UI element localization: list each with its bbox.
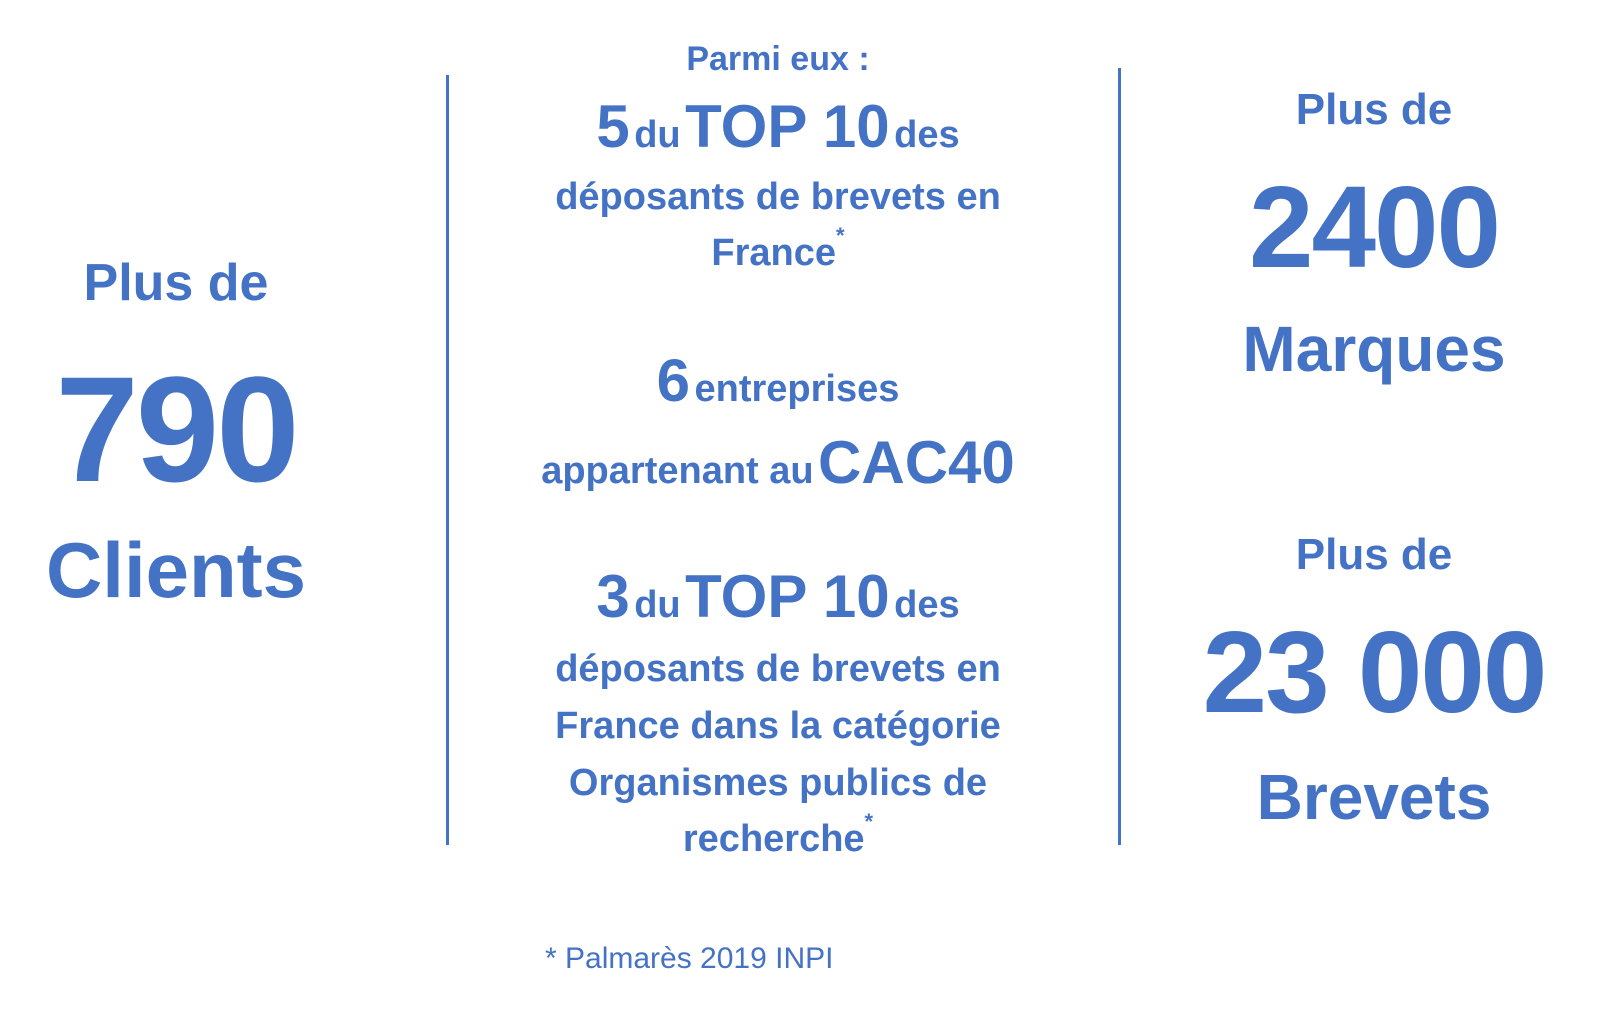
research-line2: déposants de brevets en <box>555 648 1001 690</box>
top10-depositors-des: des <box>894 114 960 156</box>
research-des: des <box>894 584 960 626</box>
clients-prefix: Plus de <box>83 254 269 312</box>
research-count: 3 <box>596 563 630 630</box>
marques-label: Marques <box>1242 313 1506 385</box>
cac40-appartenant: appartenant au <box>541 450 814 492</box>
top10-depositors-line3: France* <box>711 223 844 275</box>
top10-depositors-count: 5 <box>596 93 630 160</box>
research-du: du <box>634 584 681 626</box>
footnote-marker: * <box>864 809 874 834</box>
top10-depositors-du: du <box>634 114 681 156</box>
marques-prefix: Plus de <box>1295 85 1453 134</box>
cac40-index: CAC40 <box>818 429 1015 496</box>
marques-count: 2400 <box>1248 162 1501 292</box>
cac40-line2: appartenant au CAC40 <box>541 428 1015 497</box>
research-headline: 3 du TOP 10 des <box>596 562 959 631</box>
research-line5: recherche* <box>682 809 873 861</box>
cac40-headline: 6 entreprises <box>657 346 900 415</box>
top10-depositors-line2: déposants de brevets en <box>555 176 1001 218</box>
brevets-label: Brevets <box>1256 761 1492 833</box>
right-divider <box>1118 68 1121 845</box>
clients-label: Clients <box>45 526 307 614</box>
top10-depositors-headline: 5 du TOP 10 des <box>596 92 959 161</box>
brevets-count: 23 000 <box>1202 607 1548 737</box>
cac40-count: 6 <box>656 347 691 414</box>
left-divider <box>446 75 449 845</box>
cac40-word: entreprises <box>694 368 900 410</box>
research-line4: Organismes publics de <box>568 762 988 804</box>
research-line3: France dans la catégorie <box>555 705 1001 747</box>
clients-count: 790 <box>55 345 299 513</box>
brevets-prefix: Plus de <box>1295 530 1453 579</box>
footnote: * Palmarès 2019 INPI <box>545 942 834 975</box>
footnote-marker: * <box>836 223 845 248</box>
top10-depositors-france: France <box>711 232 837 274</box>
research-top: TOP 10 <box>685 563 890 630</box>
top10-depositors-top: TOP 10 <box>685 93 890 160</box>
research-recherche: recherche <box>682 818 865 860</box>
middle-intro: Parmi eux : <box>686 40 870 78</box>
